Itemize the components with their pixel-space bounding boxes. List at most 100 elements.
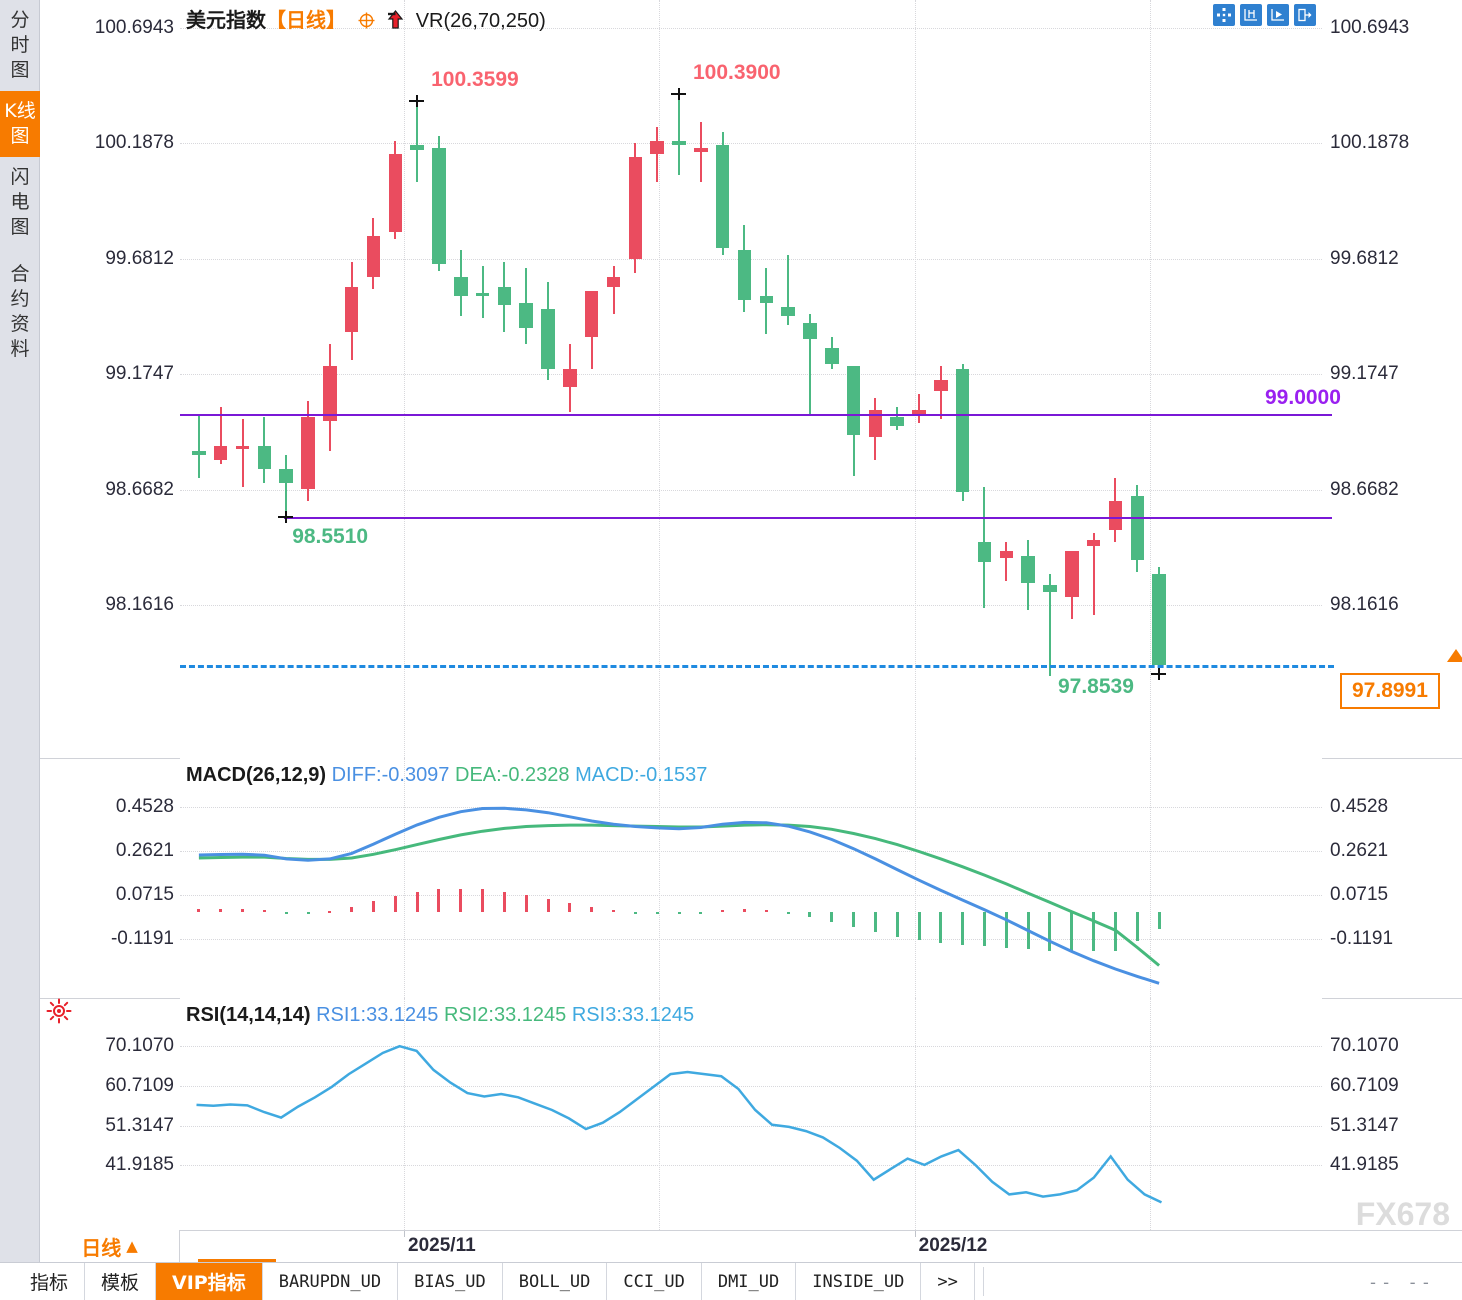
sidebar-item-contract-info[interactable]: 合约资料	[0, 254, 40, 370]
crosshair-icon[interactable]	[358, 12, 375, 35]
brightness-icon[interactable]	[46, 998, 72, 1024]
toolbar-dashes: -- --	[1367, 1273, 1434, 1293]
price-panel[interactable]: 100.6943 100.1878 99.6812 99.1747 98.6682 98.…	[40, 0, 1462, 758]
candlestick[interactable]	[606, 0, 621, 758]
candlestick[interactable]	[672, 0, 686, 758]
price-panel-header: 美元指数【日线】 VR(26,70,250)	[186, 4, 546, 36]
macd-histogram-bar	[393, 896, 397, 912]
macd-plot[interactable]	[180, 758, 1322, 998]
candle-body	[737, 250, 752, 301]
candle-body	[1065, 551, 1079, 597]
candlestick[interactable]	[868, 0, 883, 758]
candlestick[interactable]	[257, 0, 272, 758]
sidebar-item-lightning[interactable]: 闪电图	[0, 157, 40, 248]
candlestick[interactable]	[1021, 0, 1035, 758]
sidebar-item-kline[interactable]: K线图	[0, 91, 40, 157]
price-plot[interactable]	[180, 0, 1322, 758]
current-price-tag[interactable]: 97.8991	[1340, 673, 1440, 710]
gridline	[180, 28, 1322, 29]
bottom-item-cci[interactable]: CCI_UD	[607, 1263, 702, 1300]
candle-wick	[1092, 532, 1095, 615]
support-line-99[interactable]	[180, 414, 1332, 417]
bottom-item-inside[interactable]: INSIDE_UD	[796, 1263, 922, 1300]
candlestick[interactable]	[497, 0, 512, 758]
candlestick[interactable]	[781, 0, 795, 758]
bottom-item-template[interactable]: 模板	[85, 1263, 157, 1300]
bottom-item-label: VIP指标	[172, 1272, 246, 1294]
bottom-item-indicator[interactable]: 指标	[14, 1263, 86, 1300]
fit-icon[interactable]	[1213, 4, 1235, 26]
candlestick[interactable]	[366, 0, 381, 758]
macd-name-label: MACD(26,12,9)	[186, 764, 327, 786]
period-button[interactable]: 日线 ▲	[40, 1230, 180, 1262]
measure-icon[interactable]	[1240, 4, 1262, 26]
candlestick[interactable]	[1152, 0, 1166, 758]
cursor-icon[interactable]	[1267, 4, 1289, 26]
macd-axis-label-left: 0.0715	[115, 884, 174, 906]
macd-histogram-bar	[1092, 911, 1096, 952]
candlestick[interactable]	[388, 0, 403, 758]
candlestick[interactable]	[890, 0, 904, 758]
candlestick[interactable]	[1108, 0, 1123, 758]
bottom-item-barupdn[interactable]: BARUPDN_UD	[263, 1263, 399, 1300]
candlestick[interactable]	[519, 0, 533, 758]
candlestick[interactable]	[759, 0, 774, 758]
candlestick[interactable]	[410, 0, 424, 758]
candlestick[interactable]	[1086, 0, 1101, 758]
candlestick[interactable]	[803, 0, 817, 758]
up-arrow-icon[interactable]	[386, 10, 405, 36]
candlestick[interactable]	[213, 0, 228, 758]
candlestick[interactable]	[694, 0, 708, 758]
candlestick[interactable]	[977, 0, 992, 758]
sidebar-item-timeline[interactable]: 分时图	[0, 0, 40, 91]
bottom-item-more[interactable]: >>	[921, 1263, 975, 1300]
expand-icon[interactable]	[1294, 4, 1316, 26]
macd-panel[interactable]: 0.4528 0.2621 0.0715 -0.1191 0.4528 0.2621 0.…	[40, 758, 1462, 998]
candle-wick	[787, 254, 790, 326]
candlestick[interactable]	[999, 0, 1014, 758]
candlestick[interactable]	[737, 0, 752, 758]
candle-body	[977, 541, 992, 563]
candlestick[interactable]	[235, 0, 250, 758]
price-axis-label-left: 100.6943	[94, 17, 174, 38]
candlestick[interactable]	[628, 0, 643, 758]
candlestick[interactable]	[541, 0, 555, 758]
candlestick[interactable]	[824, 0, 839, 758]
candlestick[interactable]	[192, 0, 206, 758]
macd-histogram-bar	[721, 909, 725, 912]
candlestick[interactable]	[279, 0, 293, 758]
candlestick[interactable]	[454, 0, 468, 758]
gridline	[180, 143, 1322, 145]
bottom-item-label: INSIDE_UD	[812, 1271, 905, 1292]
candlestick[interactable]	[1065, 0, 1079, 758]
support-line-9855[interactable]	[284, 516, 1332, 519]
candlestick[interactable]	[584, 0, 599, 758]
candle-wick	[197, 414, 200, 479]
candle-body	[890, 416, 904, 426]
bottom-item-bias[interactable]: BIAS_UD	[398, 1263, 503, 1300]
candlestick[interactable]	[846, 0, 861, 758]
candle-body	[1130, 496, 1145, 561]
candlestick[interactable]	[955, 0, 970, 758]
candlestick[interactable]	[1043, 0, 1057, 758]
rsi-plot[interactable]	[180, 998, 1322, 1230]
candle-body	[344, 286, 359, 333]
candlestick[interactable]	[563, 0, 577, 758]
bottom-item-boll[interactable]: BOLL_UD	[503, 1263, 608, 1300]
candlestick[interactable]	[344, 0, 359, 758]
bottom-item-dmi[interactable]: DMI_UD	[702, 1263, 797, 1300]
candlestick[interactable]	[650, 0, 664, 758]
candlestick[interactable]	[715, 0, 730, 758]
candlestick[interactable]	[934, 0, 948, 758]
macd-histogram-bar	[655, 911, 659, 914]
candlestick[interactable]	[323, 0, 337, 758]
candlestick[interactable]	[432, 0, 446, 758]
bottom-item-vip-indicator[interactable]: VIP指标	[156, 1263, 263, 1300]
macd-histogram-bar	[546, 898, 550, 912]
candlestick[interactable]	[912, 0, 926, 758]
candlestick[interactable]	[1130, 0, 1145, 758]
rsi-panel[interactable]: 70.1070 60.7109 51.3147 41.9185 70.1070 60.7…	[40, 998, 1462, 1230]
candlestick[interactable]	[475, 0, 490, 758]
candlestick[interactable]	[301, 0, 315, 758]
